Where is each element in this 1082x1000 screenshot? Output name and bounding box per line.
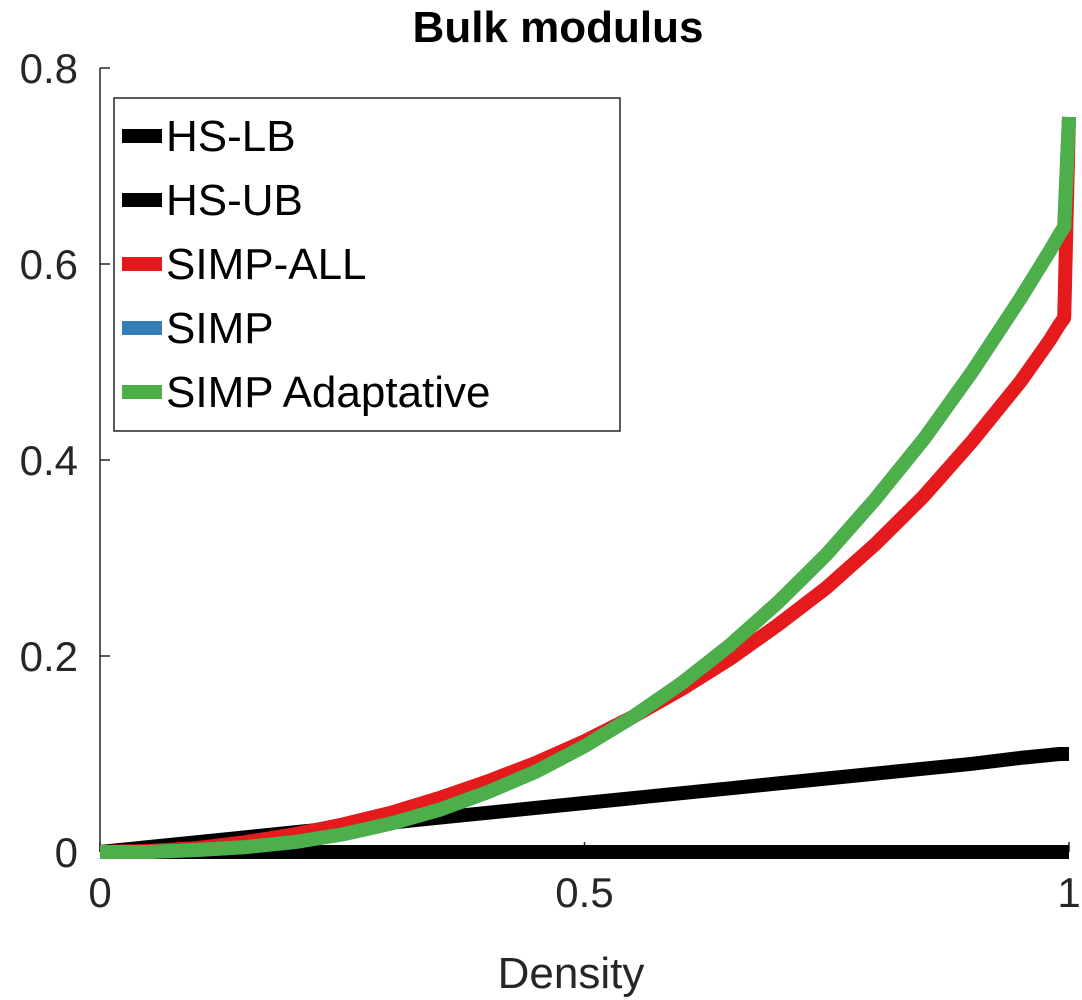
y-tick-label: 0.6 [20, 241, 78, 288]
y-tick-label: 0.8 [20, 45, 78, 92]
legend-label: SIMP Adaptative [166, 368, 491, 417]
series-line-simp-adaptative [100, 116, 1076, 859]
y-tick-label: 0 [55, 829, 78, 876]
x-tick-label: 0.5 [555, 869, 613, 916]
x-tick-label: 0 [88, 869, 111, 916]
legend-label: HS-LB [166, 112, 296, 161]
series-layer [99, 116, 1076, 859]
y-tick-label: 0.4 [20, 437, 78, 484]
legend-label: SIMP-ALL [166, 240, 367, 289]
x-axis-label: Density [498, 949, 645, 998]
legend-box [113, 97, 621, 432]
legend-label: SIMP [166, 304, 274, 353]
x-tick-label: 1 [1057, 869, 1080, 916]
y-tick-label: 0.2 [20, 633, 78, 680]
chart-title: Bulk modulus [413, 3, 704, 52]
axes: 0 0.5 1 0 0.2 0.4 0.6 0.8 [20, 45, 1081, 916]
legend: HS-LB HS-UB SIMP-ALL SIMP SIMP Adaptative [113, 97, 621, 432]
legend-label: HS-UB [166, 176, 303, 225]
